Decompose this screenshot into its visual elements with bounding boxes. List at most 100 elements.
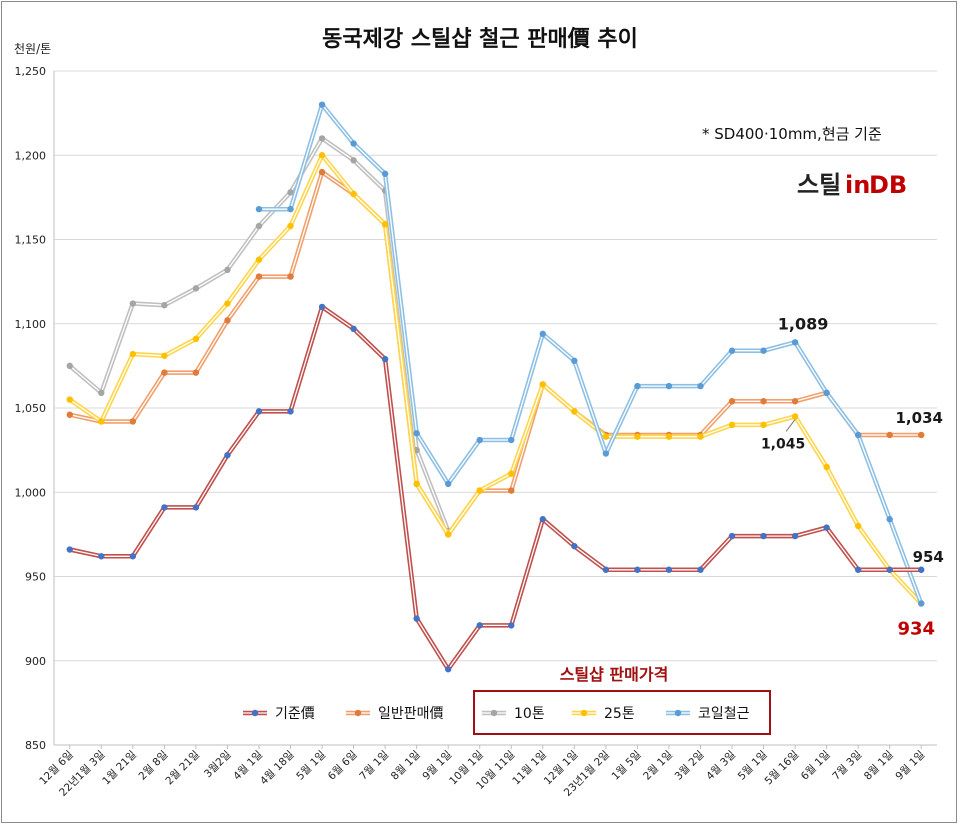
data-point (760, 421, 767, 429)
data-point (697, 382, 704, 390)
data-point (161, 302, 168, 309)
data-point (381, 355, 389, 363)
data-point (192, 285, 200, 292)
data-point (665, 382, 673, 390)
data-point (350, 325, 357, 333)
data-point (760, 398, 767, 405)
data-point (508, 622, 515, 629)
data-point (791, 339, 799, 346)
data-point (571, 542, 578, 550)
data-point (255, 222, 263, 230)
data-point (918, 600, 925, 607)
data-point (476, 487, 483, 494)
legend: 기준價 일반판매價 10톤 25톤 코일철근 (243, 705, 750, 722)
data-point (728, 532, 736, 540)
data-point (476, 436, 483, 444)
data-point (886, 431, 893, 439)
x-tick-label: 6월 1일 (798, 748, 833, 783)
data-point (224, 266, 231, 274)
data-point (571, 408, 578, 415)
data-point (287, 408, 294, 415)
data-point (665, 566, 673, 573)
data-point (760, 347, 767, 354)
data-point (381, 170, 389, 177)
data-point (66, 411, 73, 418)
legend-label: 25톤 (604, 706, 635, 722)
data-label: 1,045 (761, 436, 805, 452)
steelshop-box-label: 스틸샵 판매가격 (560, 665, 669, 684)
data-point (98, 389, 105, 397)
note-text: * SD400·10mm,현금 기준 (702, 125, 882, 143)
data-point (224, 317, 231, 324)
data-point (728, 398, 736, 405)
data-label: 1,034 (896, 409, 943, 427)
data-point (129, 300, 137, 307)
grid (53, 70, 937, 749)
legend-label: 일반판매價 (378, 705, 444, 722)
data-point (255, 408, 263, 415)
data-point (886, 516, 893, 523)
x-tick-label: 8월 1일 (861, 748, 896, 783)
y-tick-label: 850 (25, 739, 46, 752)
data-point (98, 553, 105, 560)
data-label: 934 (897, 618, 935, 639)
data-point (823, 463, 830, 471)
data-point (98, 418, 105, 425)
data-point (413, 615, 420, 622)
legend-label: 기준價 (275, 705, 315, 722)
data-point (224, 300, 231, 307)
data-point (634, 382, 641, 390)
x-tick-label: 5월 1일 (294, 748, 329, 783)
data-point (287, 273, 294, 280)
data-point (760, 532, 767, 540)
data-point (161, 352, 168, 359)
data-point (318, 168, 326, 176)
series-line-inner (259, 104, 922, 604)
x-tick-label: 8월 1일 (388, 748, 423, 783)
series-line-inner (69, 306, 922, 670)
data-point (192, 335, 200, 343)
data-point (918, 431, 925, 439)
data-point (508, 487, 515, 494)
data-point (665, 433, 673, 440)
data-point (318, 152, 326, 159)
x-tick-label: 2월 1일 (640, 748, 675, 783)
data-point (129, 553, 137, 560)
data-point (287, 205, 294, 213)
legend-label: 10톤 (514, 706, 545, 722)
y-tick-label: 1,200 (15, 149, 47, 162)
series-line (68, 136, 451, 532)
data-point (444, 480, 452, 488)
data-point (192, 504, 200, 511)
data-point (539, 381, 547, 388)
data-point (634, 433, 641, 440)
chart-title: 동국제강 스틸샵 철근 판매價 추이 (322, 27, 638, 52)
steelin-db-logo: 스틸 in DB (797, 171, 907, 199)
x-tick-label: 7월 1일 (357, 748, 392, 783)
data-point (318, 135, 326, 142)
data-point (287, 222, 294, 230)
legend-marker (674, 709, 682, 717)
data-point (255, 205, 263, 213)
data-point (697, 566, 704, 573)
data-point (602, 433, 610, 440)
data-point (823, 389, 830, 397)
legend-marker (251, 709, 259, 717)
x-tick-label: 3월 2일 (672, 748, 707, 783)
data-point (66, 362, 73, 370)
data-point (161, 504, 168, 511)
data-point (539, 330, 547, 338)
y-tick-label: 1,100 (15, 318, 47, 331)
data-point (823, 524, 830, 531)
data-point (602, 450, 610, 457)
legend-marker (354, 709, 362, 717)
y-tick-label: 950 (25, 571, 46, 584)
data-point (413, 480, 420, 488)
x-tick-label: 1월 5일 (609, 748, 644, 783)
data-point (350, 140, 357, 147)
data-point (318, 303, 326, 311)
data-point (791, 398, 799, 405)
data-point (318, 101, 326, 108)
